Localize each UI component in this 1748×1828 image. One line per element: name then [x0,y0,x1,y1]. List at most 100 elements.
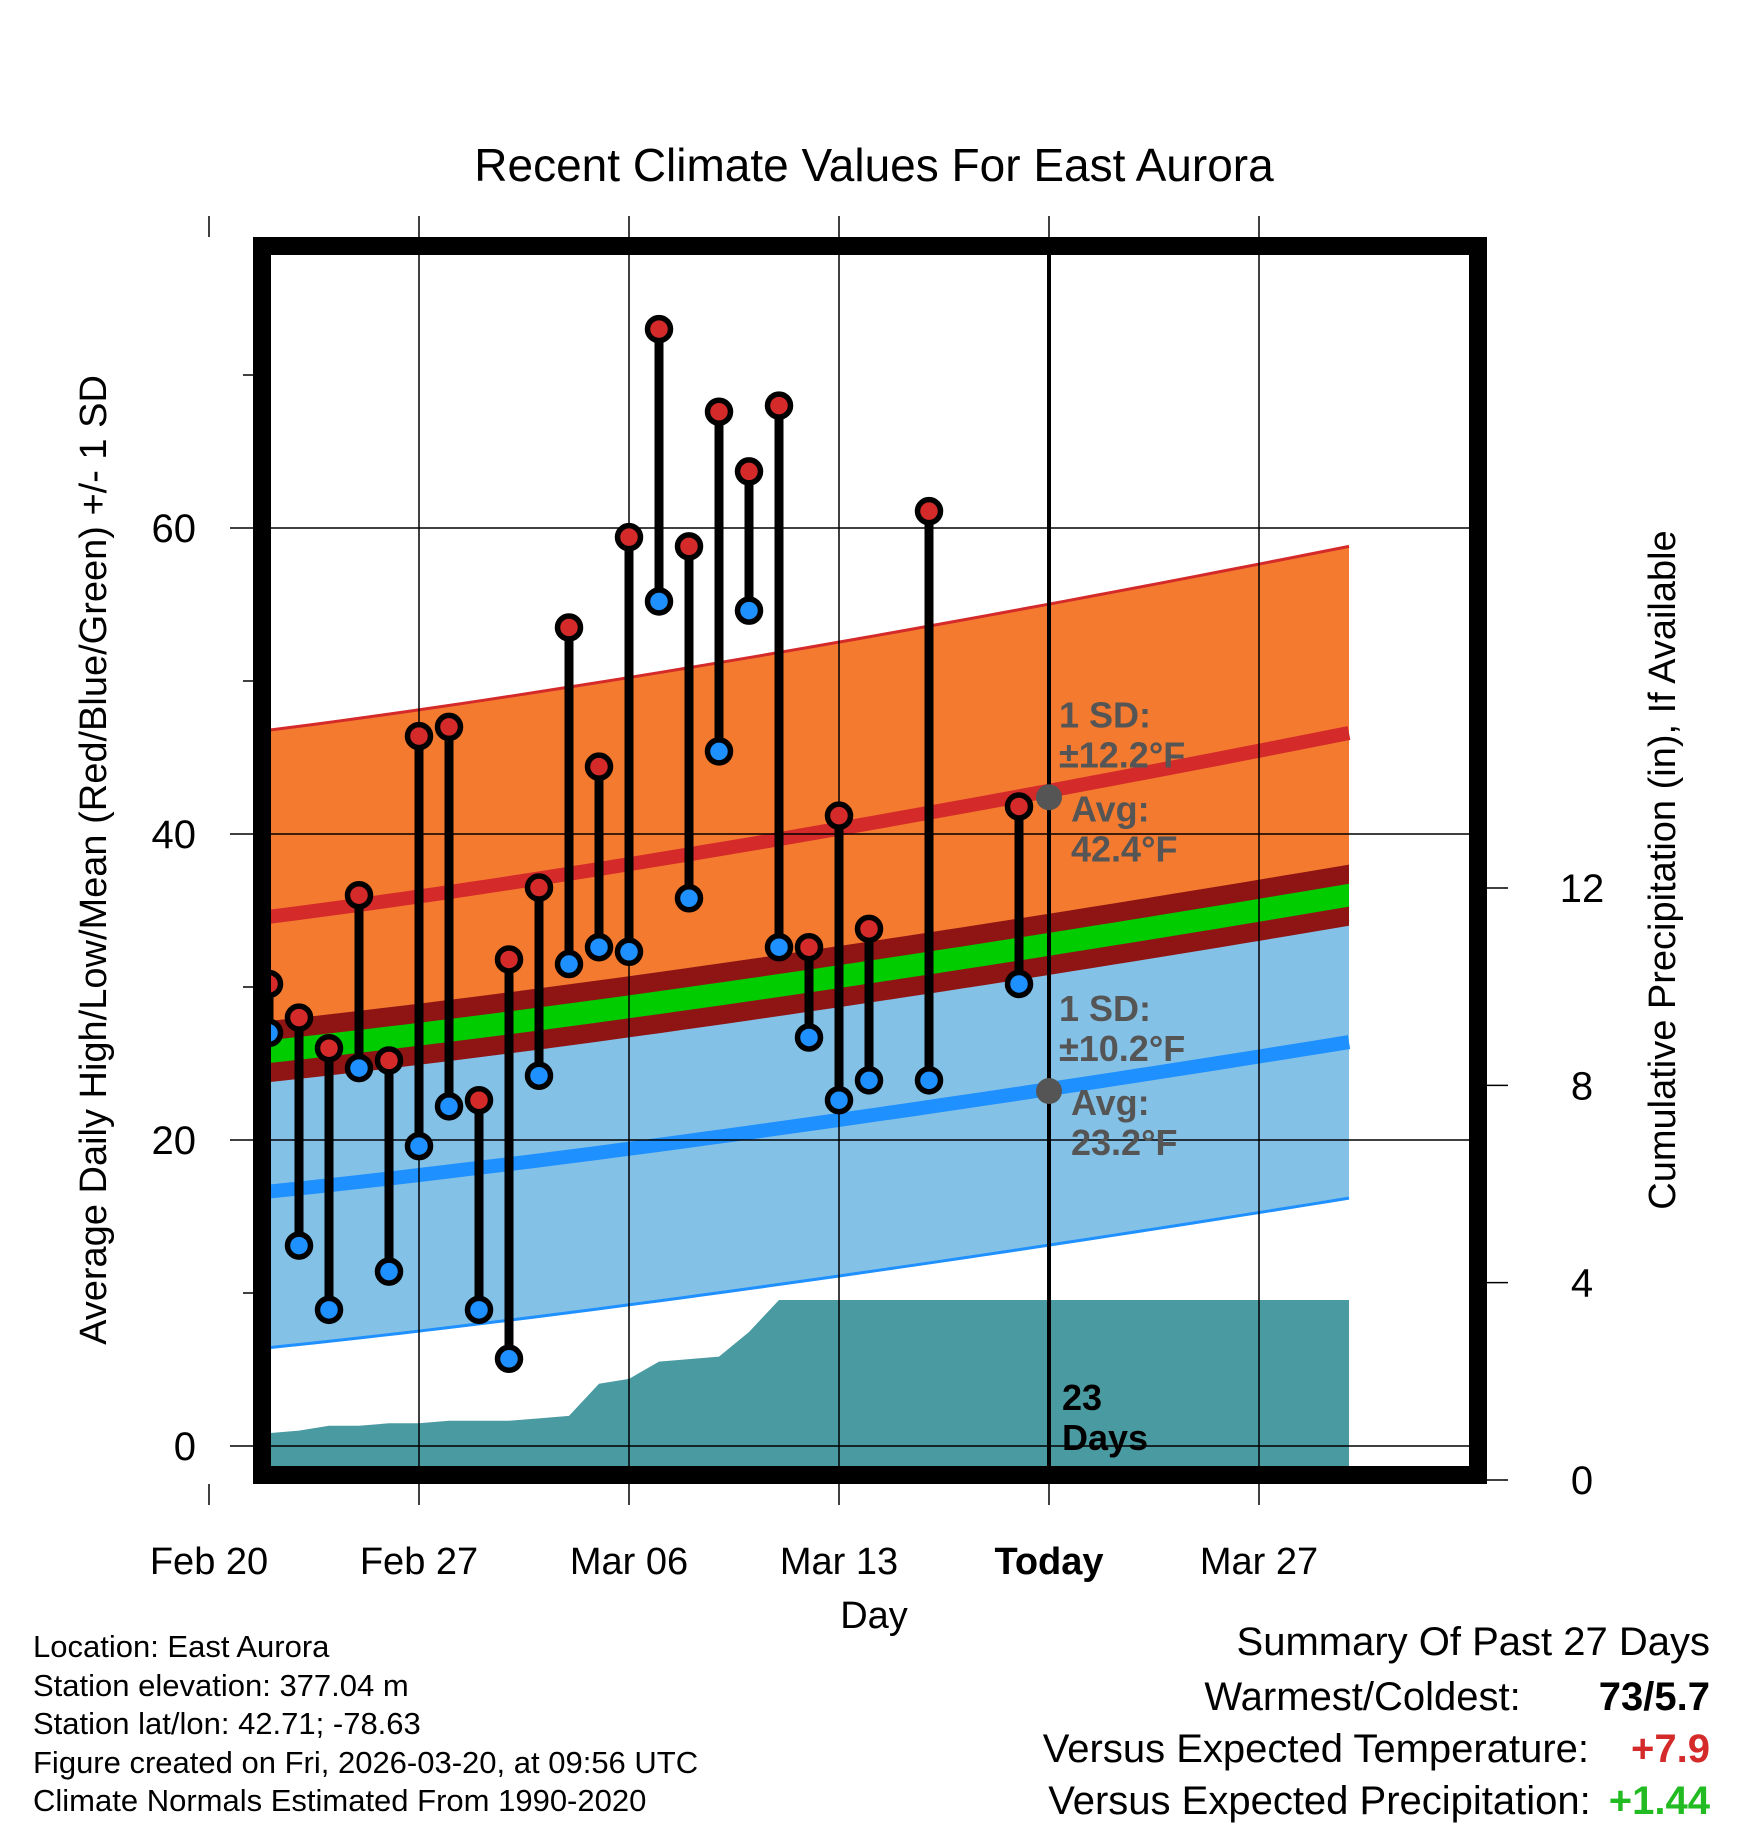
y2-tick-label: 4 [1571,1262,1593,1306]
y-tick-label: 40 [152,813,197,857]
obs-low-point [344,1053,374,1083]
y-tick-label: 60 [152,507,197,551]
obs-high-point [168,614,191,637]
warmest-value: 73/5.7 [1598,1675,1710,1719]
high-normal-line [262,726,1351,925]
obs-low-point [404,1131,434,1161]
y-tick-label: 0 [174,1425,196,1469]
obs-high-point [764,391,794,420]
obs-high-point [614,522,644,552]
plot-area [138,246,1478,1475]
low-sd-value: ±10.2°F [1059,1028,1185,1069]
x-tick-label: Mar 06 [570,1541,688,1583]
high-avg-value: 42.4°F [1071,828,1177,869]
obs-low-point [434,1092,464,1121]
x-tick-label: Mar 13 [780,1541,898,1583]
y2-tick-label: 12 [1560,867,1605,911]
low-avg-value: 23.2°F [1071,1122,1177,1163]
obs-low-point [228,997,251,1020]
obs-low-point [674,884,704,913]
obs-low-point [1004,969,1034,999]
low-sd-band-lower-edge [262,1196,1350,1350]
today-high-avg-dot [1036,784,1062,811]
y2-tick-label: 0 [1571,1459,1593,1503]
warmest-label: Warmest/Coldest: [1204,1675,1521,1719]
x-tick-label: Today [994,1541,1103,1583]
created-text: Figure created on Fri, 2026-03-20, at 09… [33,1744,699,1780]
precip-row: Versus Expected Precipitation: +1.44 [1043,1775,1710,1827]
obs-high-point [644,314,674,344]
obs-high-point [434,712,464,742]
obs-low-point [374,1257,404,1286]
y-axis-label: Average Daily High/Low/Mean (Red/Blue/Gr… [73,375,115,1345]
x-tick-label: Mar 27 [1200,1541,1318,1583]
obs-low-point [494,1344,524,1374]
low-sd-band [262,886,1349,1349]
summary-panel: Summary Of Past 27 Days Warmest/Coldest:… [1043,1620,1710,1827]
y2-tick-label: 8 [1571,1064,1593,1108]
obs-low-point [168,963,191,986]
obs-high-point [734,457,764,486]
x-tick-label: Feb 27 [360,1541,478,1583]
normals-text: Climate Normals Estimated From 1990-2020 [33,1783,647,1818]
low-sd-label: 1 SD: [1059,988,1151,1029]
obs-high-point [704,397,734,426]
obs-low-point [854,1066,884,1095]
obs-high-point [674,532,704,561]
x-axis-label: Day [840,1595,908,1637]
obs-low-point [314,1295,344,1325]
low-normal-line [262,1035,1351,1200]
low-avg-label: Avg: [1071,1082,1150,1123]
obs-high-point [584,752,614,781]
high-avg-label: Avg: [1071,788,1150,829]
obs-low-point [644,587,674,616]
obs-low-point [824,1085,854,1115]
obs-low-point [914,1066,944,1095]
high-sd-band-upper-edge [262,544,1350,733]
obs-high-point [228,972,251,995]
obs-high-point [914,496,944,526]
obs-low-point [554,949,584,979]
precipitation-area [262,1299,1349,1475]
obs-high-point [554,613,584,642]
x-tick-label: Feb 20 [150,1541,268,1583]
obs-low-point [614,937,644,967]
obs-low-point [794,1023,824,1052]
precip-value: +1.44 [1608,1779,1710,1823]
obs-low-point [138,942,161,965]
obs-high-point [494,945,524,974]
summary-title: Summary Of Past 27 Days [1236,1620,1710,1664]
obs-high-point [854,914,884,944]
obs-high-point [404,721,434,751]
obs-high-point [374,1046,404,1075]
obs-high-point [1004,792,1034,821]
obs-high-point [464,1085,494,1115]
obs-high-point [524,873,554,902]
latlon-text: Station lat/lon: 42.71; -78.63 [33,1706,421,1741]
obs-high-point [284,1003,314,1032]
station-info: Location: East Aurora Station elevation:… [33,1628,698,1821]
obs-low-point [284,1231,314,1260]
high-sd-label: 1 SD: [1059,694,1151,735]
chart-title: Recent Climate Values For East Aurora [474,139,1274,191]
obs-low-point [524,1061,554,1090]
temp-row: Versus Expected Temperature: +7.9 [1043,1723,1710,1775]
location-text: Location: East Aurora [33,1629,330,1664]
obs-high-point [198,703,221,726]
plot-frame [253,237,1487,1484]
y-tick-label: 20 [152,1119,197,1163]
obs-low-point [464,1295,494,1325]
y2-axis-label: Cumulative Precipitation (in), If Availa… [1642,530,1684,1209]
warmest-row: Warmest/Coldest: 73/5.7 [1043,1671,1710,1723]
obs-low-point [584,932,614,962]
obs-high-point [344,880,374,910]
obs-low-point [734,596,764,625]
days-unit: Days [1062,1417,1148,1458]
obs-high-point [314,1033,344,1063]
temp-label: Versus Expected Temperature: [1042,1727,1590,1771]
precip-label: Versus Expected Precipitation: [1048,1779,1591,1823]
today-low-avg-dot [1036,1078,1062,1105]
elevation-text: Station elevation: 377.04 m [33,1667,409,1703]
obs-low-point [198,976,221,999]
